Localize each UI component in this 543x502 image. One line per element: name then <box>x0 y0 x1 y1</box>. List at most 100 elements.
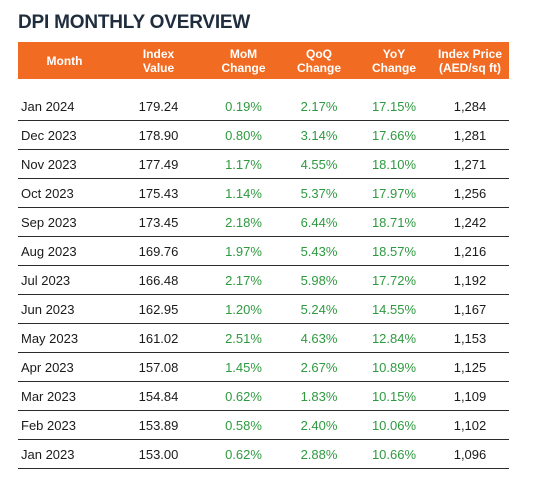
cell-mom-change: 2.18% <box>225 214 262 230</box>
cell-qoq-change: 5.24% <box>300 301 338 317</box>
cell-month: Jan 2023 <box>21 446 75 462</box>
table-row: Aug 2023 169.76 1.97% 5.43% 18.57% 1,216 <box>18 237 509 266</box>
cell-qoq-change: 5.98% <box>300 272 338 288</box>
cell-index-price: 1,153 <box>453 330 487 346</box>
cell-yoy-change: 18.10% <box>371 156 417 172</box>
cell-index-price: 1,125 <box>453 359 487 375</box>
cell-index-price: 1,284 <box>453 98 487 114</box>
cell-mom-change: 1.20% <box>225 301 262 317</box>
cell-index-value: 166.48 <box>138 272 179 288</box>
cell-index-price: 1,242 <box>453 214 487 230</box>
cell-index-value: 153.89 <box>138 417 179 433</box>
cell-month: Apr 2023 <box>21 359 74 375</box>
cell-yoy-change: 10.89% <box>371 359 417 375</box>
cell-index-price: 1,167 <box>453 301 487 317</box>
cell-yoy-change: 18.71% <box>371 214 417 230</box>
cell-mom-change: 1.97% <box>225 243 262 259</box>
cell-mom-change: 0.80% <box>225 127 262 143</box>
cell-month: Feb 2023 <box>21 417 76 433</box>
table-row: Mar 2023 154.84 0.62% 1.83% 10.15% 1,109 <box>18 382 509 411</box>
cell-index-value: 169.76 <box>138 243 179 259</box>
cell-index-price: 1,096 <box>453 446 487 462</box>
table-row: Jul 2023 166.48 2.17% 5.98% 17.72% 1,192 <box>18 266 509 295</box>
cell-index-value: 153.00 <box>138 446 179 462</box>
cell-index-value: 178.90 <box>138 127 179 143</box>
cell-qoq-change: 2.88% <box>300 446 338 462</box>
header-index-value: Index Value <box>142 46 175 75</box>
header-yoy-change: YoY Change <box>371 46 416 75</box>
cell-mom-change: 2.51% <box>225 330 262 346</box>
page-title: DPI MONTHLY OVERVIEW <box>18 12 251 33</box>
cell-qoq-change: 4.63% <box>300 330 338 346</box>
cell-month: Jul 2023 <box>21 272 71 288</box>
cell-month: Nov 2023 <box>21 156 77 172</box>
cell-yoy-change: 12.84% <box>371 330 417 346</box>
cell-mom-change: 0.58% <box>225 417 262 433</box>
table-row: Sep 2023 173.45 2.18% 6.44% 18.71% 1,242 <box>18 208 509 237</box>
cell-month: May 2023 <box>21 330 79 346</box>
dpi-table: Month Index Value MoM Change QoQ Change … <box>18 42 509 469</box>
cell-qoq-change: 5.43% <box>300 243 338 259</box>
cell-yoy-change: 18.57% <box>371 243 417 259</box>
cell-qoq-change: 6.44% <box>300 214 338 230</box>
cell-qoq-change: 2.17% <box>300 98 338 114</box>
cell-month: Aug 2023 <box>21 243 77 259</box>
cell-index-price: 1,192 <box>453 272 487 288</box>
cell-index-price: 1,109 <box>453 388 487 404</box>
table-body: Jan 2024 179.24 0.19% 2.17% 17.15% 1,284 Dec 2… <box>18 92 509 469</box>
header-qoq-change: QoQ Change <box>296 46 341 75</box>
table-row: Dec 2023 178.90 0.80% 3.14% 17.66% 1,281 <box>18 121 509 150</box>
cell-index-value: 154.84 <box>138 388 179 404</box>
cell-qoq-change: 2.67% <box>300 359 338 375</box>
table-row: Apr 2023 157.08 1.45% 2.67% 10.89% 1,125 <box>18 353 509 382</box>
cell-month: Sep 2023 <box>21 214 77 230</box>
cell-qoq-change: 5.37% <box>300 185 338 201</box>
cell-month: Oct 2023 <box>21 185 74 201</box>
cell-index-value: 162.95 <box>138 301 179 317</box>
cell-month: Dec 2023 <box>21 127 77 143</box>
table-row: Feb 2023 153.89 0.58% 2.40% 10.06% 1,102 <box>18 411 509 440</box>
cell-mom-change: 0.62% <box>225 388 262 404</box>
cell-mom-change: 0.62% <box>225 446 262 462</box>
cell-qoq-change: 1.83% <box>300 388 338 404</box>
table-row: Jun 2023 162.95 1.20% 5.24% 14.55% 1,167 <box>18 295 509 324</box>
cell-index-price: 1,216 <box>453 243 487 259</box>
cell-month: Mar 2023 <box>21 388 76 404</box>
cell-index-price: 1,102 <box>453 417 487 433</box>
cell-yoy-change: 14.55% <box>371 301 417 317</box>
cell-index-price: 1,271 <box>453 156 487 172</box>
cell-index-value: 177.49 <box>138 156 179 172</box>
table-row: Oct 2023 175.43 1.14% 5.37% 17.97% 1,256 <box>18 179 509 208</box>
cell-mom-change: 1.14% <box>225 185 262 201</box>
table-row: Nov 2023 177.49 1.17% 4.55% 18.10% 1,271 <box>18 150 509 179</box>
cell-mom-change: 2.17% <box>225 272 262 288</box>
cell-index-value: 175.43 <box>138 185 179 201</box>
cell-yoy-change: 10.66% <box>371 446 417 462</box>
header-spacer <box>18 79 509 92</box>
cell-yoy-change: 10.06% <box>371 417 417 433</box>
cell-index-price: 1,281 <box>453 127 487 143</box>
cell-qoq-change: 3.14% <box>300 127 338 143</box>
cell-yoy-change: 17.66% <box>371 127 417 143</box>
table-header: Month Index Value MoM Change QoQ Change … <box>18 42 509 79</box>
table-row: Jan 2024 179.24 0.19% 2.17% 17.15% 1,284 <box>18 92 509 121</box>
cell-index-value: 157.08 <box>138 359 179 375</box>
cell-yoy-change: 10.15% <box>371 388 417 404</box>
cell-mom-change: 0.19% <box>225 98 262 114</box>
cell-qoq-change: 4.55% <box>300 156 338 172</box>
cell-index-value: 173.45 <box>138 214 179 230</box>
cell-index-value: 179.24 <box>138 98 179 114</box>
cell-yoy-change: 17.72% <box>371 272 417 288</box>
cell-index-price: 1,256 <box>453 185 487 201</box>
cell-month: Jun 2023 <box>21 301 75 317</box>
cell-mom-change: 1.45% <box>225 359 262 375</box>
header-month: Month <box>46 53 83 68</box>
header-index-price: Index Price (AED/sq ft) <box>437 46 503 75</box>
table-row: May 2023 161.02 2.51% 4.63% 12.84% 1,153 <box>18 324 509 353</box>
cell-yoy-change: 17.97% <box>371 185 417 201</box>
cell-yoy-change: 17.15% <box>371 98 417 114</box>
cell-mom-change: 1.17% <box>225 156 262 172</box>
header-mom-change: MoM Change <box>221 46 266 75</box>
cell-index-value: 161.02 <box>138 330 179 346</box>
table-row: Jan 2023 153.00 0.62% 2.88% 10.66% 1,096 <box>18 440 509 469</box>
